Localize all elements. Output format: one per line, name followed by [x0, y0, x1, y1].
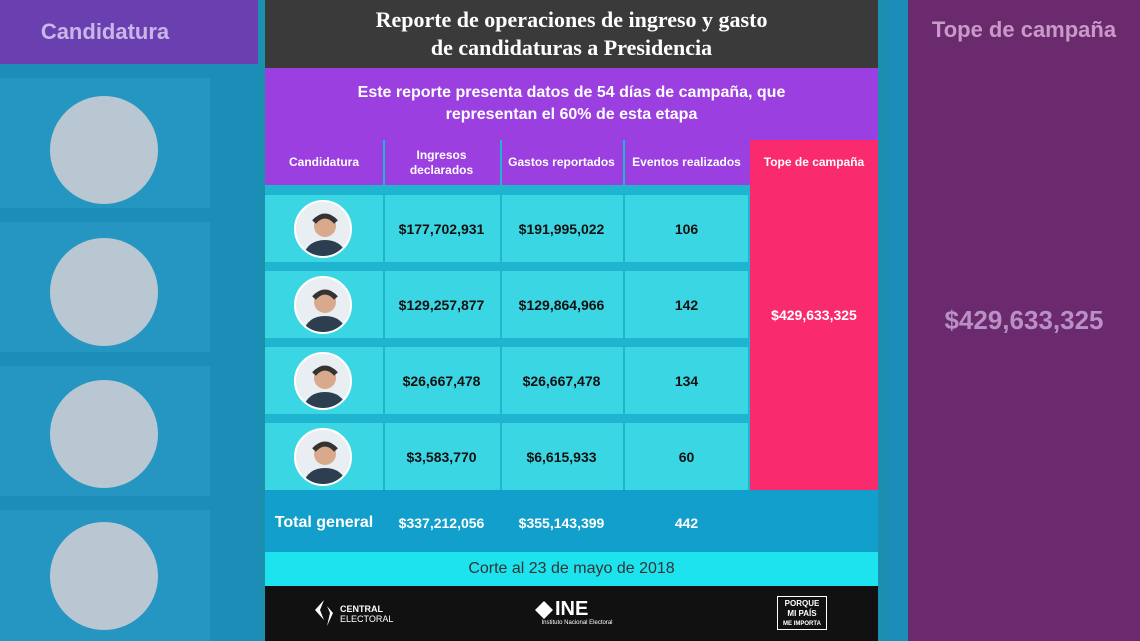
tope-column: [750, 140, 878, 490]
bg-header: Tope de campaña: [931, 17, 1117, 42]
subtitle: Este reporte presenta datos de 54 días d…: [265, 68, 878, 140]
column-header: Tope de campaña: [763, 155, 865, 169]
column-header: Candidatura: [288, 155, 359, 169]
corte: Corte al 23 de mayo de 2018: [265, 552, 878, 586]
header-row: [265, 140, 750, 185]
cell: $129,864,966: [518, 296, 605, 313]
footer: CENTRAL ELECTORAL INE Instituto Nacional…: [265, 586, 878, 641]
candidate-photo: [294, 200, 352, 258]
candidate-photo: [294, 352, 352, 410]
background-right: Tope de campaña $429,633,325: [886, 0, 1140, 641]
slogan-line: MI PAÍS: [787, 609, 817, 618]
ine-full: Instituto Nacional Electoral: [541, 620, 613, 626]
total-row: [265, 490, 878, 552]
cell: 134: [674, 372, 699, 389]
slogan: PORQUE MI PAÍS ME IMPORTA: [777, 596, 827, 630]
avatar: [303, 213, 347, 256]
total-cell: 442: [674, 514, 699, 531]
ine-icon: [535, 601, 553, 619]
cell: $26,667,478: [402, 372, 481, 389]
bg-header: Candidatura: [40, 19, 170, 44]
cell: $129,257,877: [398, 296, 485, 313]
cell: 60: [678, 448, 695, 465]
separator: [623, 140, 625, 490]
central-logo: [313, 598, 335, 628]
column-header: Ingresos declarados: [409, 147, 474, 177]
candidate-photo: [294, 276, 352, 334]
ine-logo: INE: [535, 598, 615, 622]
cell: $191,995,022: [518, 220, 605, 237]
separator: [500, 140, 502, 490]
title-line: Reporte de operaciones de ingreso y gast…: [375, 7, 768, 32]
tope-value: $429,633,325: [771, 307, 857, 323]
title: Reporte de operaciones de ingreso y gast…: [265, 0, 878, 68]
candidate-photo: [294, 428, 352, 486]
central: CENTRAL: [340, 604, 383, 614]
background-left: Candidatura: [0, 0, 258, 641]
title-line: de candidaturas a Presidencia: [430, 35, 713, 60]
avatar: [303, 441, 347, 484]
avatar: [303, 289, 347, 332]
cell: $6,615,933: [526, 448, 597, 465]
cell: $177,702,931: [398, 220, 485, 237]
column-header: Eventos realizados: [632, 155, 741, 169]
subtitle-line: representan el 60% de esta etapa: [445, 106, 698, 123]
cell: 106: [674, 220, 699, 237]
ine: INE: [555, 598, 589, 620]
cell: $3,583,770: [406, 448, 477, 465]
slogan-line: PORQUE: [784, 599, 820, 608]
bg-amount: $429,633,325: [944, 304, 1104, 335]
infographic: Reporte de operaciones de ingreso y gast…: [265, 0, 878, 641]
column-header: Gastos reportados: [508, 155, 615, 169]
avatar: [303, 365, 347, 408]
cell: $26,667,478: [522, 372, 601, 389]
separator: [383, 140, 385, 490]
logo-icon: [315, 600, 333, 626]
total-cell: $337,212,056: [398, 514, 485, 531]
subtitle-line: Este reporte presenta datos de 54 días d…: [357, 84, 786, 101]
total-cell: $355,143,399: [518, 514, 605, 531]
cell: 142: [674, 296, 699, 313]
slogan-line: ME IMPORTA: [783, 621, 821, 627]
electoral: ELECTORAL: [340, 614, 394, 624]
total-cell: Total general: [274, 513, 374, 531]
central-text: CENTRAL ELECTORAL: [340, 604, 393, 624]
